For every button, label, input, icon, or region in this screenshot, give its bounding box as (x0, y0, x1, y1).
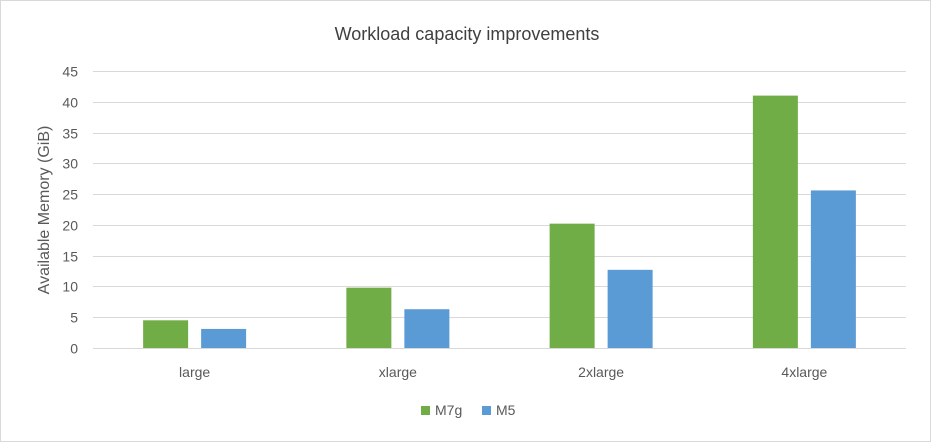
y-tick-label: 10 (62, 279, 78, 295)
legend-swatch-m7g (421, 406, 430, 415)
y-tick-label: 45 (62, 64, 78, 80)
y-tick-label: 5 (70, 310, 78, 326)
x-tick-label: 4xlarge (781, 364, 827, 380)
legend: M7g M5 (421, 402, 516, 418)
x-tick-label: large (179, 364, 210, 380)
y-tick-label: 15 (62, 249, 78, 265)
y-tick-label: 20 (62, 218, 78, 234)
bar-m5-2xlarge (607, 269, 653, 348)
y-axis-title: Available Memory (GiB) (36, 126, 53, 295)
legend-swatch-m5 (482, 406, 491, 415)
y-tick-label: 35 (62, 126, 78, 142)
y-tick-label: 30 (62, 156, 78, 172)
y-tick-label: 0 (70, 341, 78, 357)
y-axis-ticks: 0 5 10 15 20 25 30 35 40 45 (62, 64, 78, 357)
chart-title: Workload capacity improvements (335, 24, 600, 44)
bars (143, 95, 856, 348)
bar-m7g-large (143, 320, 189, 348)
bar-m5-large (201, 328, 247, 348)
bar-m7g-2xlarge (549, 223, 595, 348)
legend-label-m7g: M7g (435, 402, 462, 418)
bar-m7g-4xlarge (752, 95, 798, 348)
y-tick-label: 40 (62, 95, 78, 111)
y-tick-label: 25 (62, 187, 78, 203)
legend-label-m5: M5 (496, 402, 516, 418)
bar-m7g-xlarge (346, 287, 392, 348)
x-axis-ticks: large xlarge 2xlarge 4xlarge (179, 364, 827, 380)
x-tick-label: 2xlarge (578, 364, 624, 380)
x-tick-label: xlarge (379, 364, 417, 380)
bar-m5-xlarge (404, 309, 450, 348)
gridlines (93, 71, 906, 349)
bar-m5-4xlarge (810, 190, 856, 348)
